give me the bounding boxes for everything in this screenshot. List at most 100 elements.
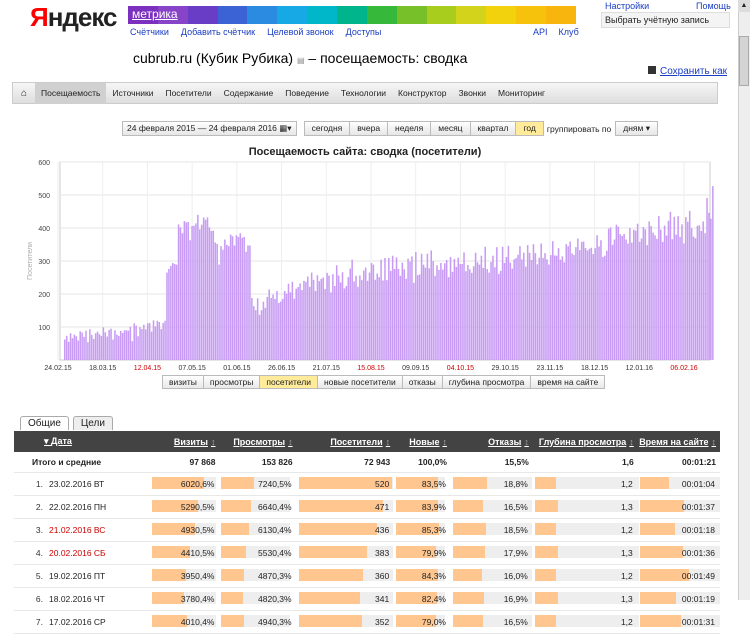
bar[interactable]	[324, 289, 326, 360]
bar[interactable]	[455, 266, 458, 360]
bar[interactable]	[605, 250, 608, 360]
bar[interactable]	[141, 328, 143, 360]
column-header[interactable]: Время на сайте ↕	[637, 431, 720, 452]
bar[interactable]	[395, 257, 398, 360]
top-link[interactable]: Целевой звонок	[267, 27, 334, 37]
bar[interactable]	[474, 252, 477, 360]
bar[interactable]	[467, 264, 469, 360]
bar[interactable]	[301, 290, 303, 360]
bar[interactable]	[623, 233, 625, 360]
bar[interactable]	[160, 328, 162, 360]
bar[interactable]	[484, 246, 487, 360]
bar[interactable]	[133, 323, 135, 360]
bar[interactable]	[409, 261, 411, 360]
bar[interactable]	[389, 270, 392, 360]
bar[interactable]	[652, 232, 654, 360]
bar[interactable]	[185, 222, 188, 360]
bar[interactable]	[692, 236, 695, 360]
bar[interactable]	[636, 223, 639, 360]
bar[interactable]	[355, 275, 357, 360]
bar[interactable]	[434, 275, 436, 360]
bar[interactable]	[551, 241, 554, 360]
bar[interactable]	[710, 218, 712, 360]
bar[interactable]	[226, 244, 228, 360]
bar[interactable]	[515, 258, 517, 360]
bar[interactable]	[644, 229, 647, 360]
bar[interactable]	[316, 275, 319, 360]
bar[interactable]	[307, 276, 309, 360]
bar[interactable]	[110, 328, 112, 360]
bar[interactable]	[195, 223, 197, 360]
bar[interactable]	[590, 247, 593, 360]
bar[interactable]	[131, 341, 134, 360]
bar[interactable]	[297, 287, 299, 360]
bar[interactable]	[347, 277, 350, 360]
bar[interactable]	[270, 297, 272, 360]
nav-tab[interactable]: Мониторинг	[497, 87, 546, 98]
bar[interactable]	[507, 245, 510, 360]
nav-tab[interactable]: Источники	[112, 87, 154, 98]
bar[interactable]	[262, 301, 265, 360]
bar[interactable]	[461, 263, 463, 360]
bar[interactable]	[482, 267, 485, 360]
bar[interactable]	[77, 340, 80, 360]
right-link[interactable]: Клуб	[558, 27, 579, 37]
bar[interactable]	[656, 238, 658, 360]
bar[interactable]	[303, 280, 305, 360]
bar[interactable]	[181, 233, 184, 360]
bar[interactable]	[712, 186, 714, 360]
bar[interactable]	[397, 268, 400, 360]
bar[interactable]	[411, 256, 413, 360]
bar[interactable]	[152, 320, 155, 360]
bar[interactable]	[162, 323, 164, 360]
bar[interactable]	[424, 267, 427, 360]
metric-tab[interactable]: визиты	[162, 375, 204, 389]
bar[interactable]	[704, 233, 706, 360]
bar[interactable]	[459, 263, 461, 360]
bar[interactable]	[563, 262, 566, 360]
bar[interactable]	[648, 221, 650, 360]
bar[interactable]	[426, 253, 429, 360]
bar[interactable]	[299, 283, 301, 360]
bar[interactable]	[582, 241, 585, 360]
bar[interactable]	[362, 270, 365, 360]
bar[interactable]	[193, 225, 195, 360]
bar[interactable]	[631, 242, 633, 360]
bar[interactable]	[276, 291, 278, 360]
nav-tab[interactable]: Звонки	[458, 87, 486, 98]
bar[interactable]	[463, 252, 465, 360]
period-button[interactable]: месяц	[430, 121, 471, 136]
bar[interactable]	[65, 335, 68, 360]
scroll-thumb[interactable]	[739, 36, 749, 86]
bar[interactable]	[669, 211, 672, 360]
bar[interactable]	[438, 269, 440, 360]
bar[interactable]	[532, 244, 535, 360]
bar[interactable]	[555, 255, 558, 360]
bar[interactable]	[102, 327, 105, 360]
bar[interactable]	[139, 327, 141, 360]
bar[interactable]	[135, 325, 137, 360]
bar[interactable]	[465, 271, 467, 360]
bar[interactable]	[158, 322, 161, 360]
bar[interactable]	[357, 286, 359, 360]
bar[interactable]	[405, 278, 407, 360]
bar[interactable]	[156, 320, 159, 360]
bar[interactable]	[675, 234, 677, 360]
bar[interactable]	[617, 226, 620, 360]
bar[interactable]	[586, 250, 589, 360]
settings-link[interactable]: Настройки	[605, 1, 650, 11]
bar[interactable]	[264, 307, 267, 360]
bar[interactable]	[422, 264, 425, 360]
bar[interactable]	[361, 280, 363, 360]
bar[interactable]	[308, 286, 311, 360]
bar[interactable]	[245, 251, 247, 360]
table-row[interactable]: 6. 18.02.2016 ЧТ 3780,4% 4820,3% 341 82,4% 16,…	[14, 587, 720, 611]
bar[interactable]	[374, 279, 377, 360]
bar[interactable]	[366, 280, 369, 360]
bar[interactable]	[116, 334, 118, 360]
bar[interactable]	[285, 293, 288, 360]
column-header[interactable]: Новые ↕	[394, 431, 451, 452]
table-row[interactable]: 2. 22.02.2016 ПН 5290,5% 6640,4% 471 83,9% 16,…	[14, 495, 720, 519]
bar[interactable]	[202, 217, 205, 360]
bar[interactable]	[64, 339, 66, 360]
